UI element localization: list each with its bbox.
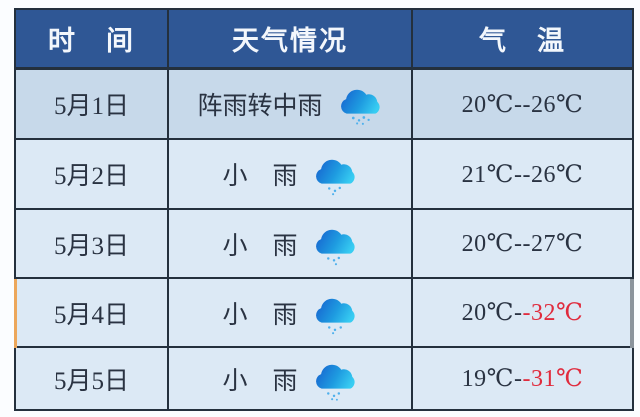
temp-low: 20℃-	[461, 231, 523, 257]
table-row-3-weather: 小 雨	[169, 210, 413, 279]
weather-label: 小 雨	[222, 301, 298, 329]
rain-cloud-icon	[315, 298, 355, 334]
date-label: 5月1日	[53, 93, 129, 120]
rain-cloud-icon	[315, 229, 355, 265]
table-row-4-weather: 小 雨	[169, 279, 413, 348]
rain-cloud-icon	[315, 364, 355, 401]
table-row-5-temp: 19℃- -31℃	[413, 348, 632, 409]
temp-low: 21℃-	[461, 161, 523, 188]
temp-high: -26℃	[522, 161, 584, 188]
date-label: 5月4日	[53, 301, 129, 329]
temp-low: 20℃-	[461, 91, 523, 118]
table-row-1-weather: 阵雨转中雨	[169, 70, 413, 140]
table-row-3-temp: 20℃- -27℃	[413, 210, 632, 279]
weather-label: 阵雨转中雨	[197, 93, 323, 120]
weather-label: 小 雨	[222, 367, 298, 395]
rain-cloud-icon	[340, 89, 380, 125]
table-row-5-date: 5月5日	[16, 348, 169, 409]
table-row-2-temp: 21℃- -26℃	[413, 140, 632, 210]
table-row-3-date: 5月3日	[16, 210, 169, 279]
temp-low: 19℃-	[461, 366, 523, 392]
temp-high: -32℃	[522, 300, 584, 326]
row4-left-accent	[14, 279, 17, 348]
header-cell-time: 时 间	[16, 10, 169, 70]
temp-high: -27℃	[522, 231, 584, 257]
header-cell-temp: 气 温	[413, 10, 632, 70]
header-temp-label: 气 温	[479, 26, 566, 56]
table-row-2-weather: 小 雨	[169, 140, 413, 210]
table-row-5-weather: 小 雨	[169, 348, 413, 409]
temp-low: 20℃-	[461, 300, 523, 326]
temp-high: -31℃	[522, 366, 584, 392]
weather-label: 小 雨	[222, 232, 298, 260]
date-label: 5月3日	[53, 232, 129, 260]
table-row-4-date: 5月4日	[16, 279, 169, 348]
table-row-2-date: 5月2日	[16, 140, 169, 210]
rain-cloud-icon	[315, 159, 355, 196]
header-cell-weather: 天气情况	[169, 10, 413, 70]
table-row-1-temp: 20℃- -26℃	[413, 70, 632, 140]
weather-label: 小 雨	[222, 163, 298, 190]
temp-high: -26℃	[522, 91, 584, 118]
date-label: 5月2日	[53, 163, 129, 190]
weather-forecast-table: 时 间 天气情况 气 温 5月1日 阵雨转中雨 20℃- -26℃ 5月2日 小 …	[14, 8, 634, 411]
header-weather-label: 天气情况	[232, 26, 348, 56]
table-row-1-date: 5月1日	[16, 70, 169, 140]
date-label: 5月5日	[53, 367, 129, 395]
header-time-label: 时 间	[48, 26, 135, 56]
table-row-4-temp: 20℃- -32℃	[413, 279, 632, 348]
row4-right-accent	[630, 279, 634, 348]
